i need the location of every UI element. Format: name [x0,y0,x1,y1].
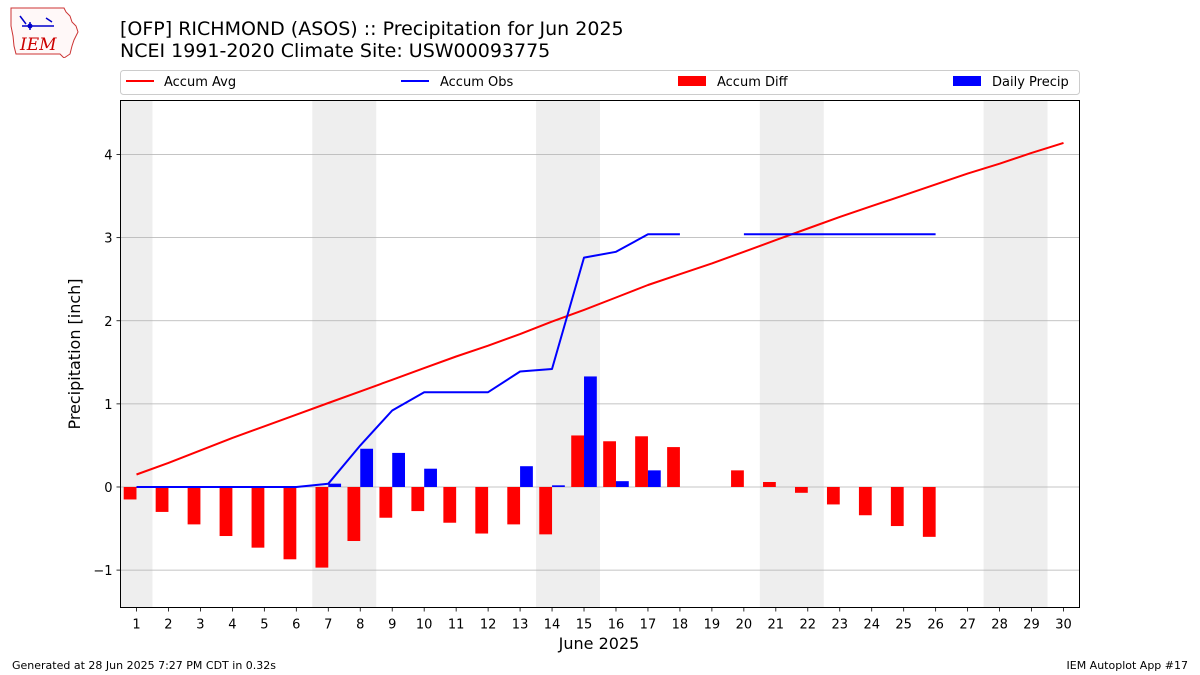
legend-label-daily-precip: Daily Precip [992,75,1069,90]
legend-label-accum-obs: Accum Obs [440,75,513,90]
accum-diff-bar [635,436,648,487]
daily-precip-bar [392,452,406,487]
accum-diff-bar [667,447,680,487]
x-tick-label: 23 [831,618,848,633]
x-tick-label: 22 [800,618,817,633]
x-tick-label: 20 [736,618,753,633]
accum-diff-bar [890,486,904,527]
accum-diff-bar [571,435,585,487]
y-tick-label: 3 [104,232,112,247]
chart-title: [OFP] RICHMOND (ASOS) :: Precipitation f… [120,18,624,40]
legend-swatch-accum-diff [678,76,706,86]
accum-diff-bar [475,486,489,534]
daily-precip-bar [424,468,437,487]
x-axis-label: June 2025 [558,634,640,653]
accum-diff-bar [794,486,808,493]
x-tick-label: 26 [927,618,944,633]
y-tick-label: 0 [104,481,112,496]
x-tick-label: 6 [292,618,300,633]
legend-swatch-daily-precip [953,76,981,86]
x-tick-label: 11 [448,618,465,633]
y-tick-label: 4 [104,149,112,164]
station-dot-icon [27,23,33,29]
x-tick-label: 18 [672,618,689,633]
x-tick-label: 9 [388,618,396,633]
chart-legend: Accum Avg Accum Obs Accum Diff Daily Pre… [120,70,1080,95]
daily-precip-bar [615,481,629,487]
daily-precip-bar [647,470,661,487]
accum-obs-line [136,233,680,488]
x-tick-label: 1 [132,618,140,633]
legend-label-accum-diff: Accum Diff [717,75,789,90]
y-tick-label: 2 [104,315,112,330]
x-tick-label: 8 [356,618,364,633]
daily-precip-bar [552,485,565,487]
accum-diff-bar [251,486,265,548]
accum-diff-bar [411,486,425,512]
legend-label-accum-avg: Accum Avg [164,75,236,90]
accum-diff-bar [123,486,137,500]
x-tick-label: 29 [1023,618,1040,633]
legend-box [120,70,1080,95]
x-tick-label: 15 [576,618,593,633]
accum-diff-bar [315,486,329,568]
x-tick-label: 28 [991,618,1008,633]
daily-precip-bar [360,448,374,487]
x-tick-label: 5 [260,618,268,633]
footer-generated: Generated at 28 Jun 2025 7:27 PM CDT in … [12,659,277,672]
daily-precip-bar [520,466,533,487]
x-tick-label: 3 [196,618,204,633]
x-tick-label: 10 [416,618,433,633]
x-tick-label: 24 [863,618,880,633]
x-tick-label: 17 [640,618,657,633]
iem-logo: IEM [10,7,79,58]
accum-diff-bar [763,481,776,487]
x-tick-label: 25 [895,618,912,633]
x-tick-label: 30 [1055,618,1072,633]
plot-frame [120,100,1080,608]
daily-precip-bar [584,376,597,487]
x-tick-label: 12 [480,618,497,633]
x-tick-label: 4 [228,618,236,633]
accum-diff-bar [539,486,553,535]
accum-diff-bar [922,486,936,537]
accum-diff-bar [443,486,457,523]
y-tick-label: 1 [104,398,112,413]
accum-diff-bar [379,486,393,518]
x-tick-label: 19 [704,618,721,633]
x-tick-label: 14 [544,618,561,633]
x-tick-label: 7 [324,618,332,633]
x-tick-label: 16 [608,618,625,633]
accum-diff-bar [603,441,616,487]
x-tick-label: 2 [164,618,172,633]
iowa-state-outline [10,7,79,58]
logo-text: IEM [19,35,57,55]
accum-diff-bar [347,486,361,542]
x-tick-label: 21 [768,618,785,633]
weekend-shade-4 [759,100,824,608]
y-tick-label: −1 [93,564,112,579]
accum-avg-line [136,141,1064,476]
accum-diff-bar [731,470,744,487]
accum-diff-bar [858,486,872,516]
accum-diff-bar [507,486,521,525]
accum-diff-bar [219,486,233,537]
weekend-shade-1 [120,100,153,608]
chart-subtitle: NCEI 1991-2020 Climate Site: USW00093775 [120,40,551,62]
accum-diff-bar [283,486,297,560]
footer-app: IEM Autoplot App #17 [1066,659,1189,672]
y-axis-label: Precipitation [inch] [65,278,84,429]
accum-diff-bar [187,486,201,525]
accum-diff-bar [155,486,169,512]
daily-precip-bar [328,483,342,487]
weekend-shade-5 [983,100,1048,608]
x-tick-label: 13 [512,618,529,633]
x-tick-label: 27 [959,618,976,633]
accum-diff-bar [826,486,840,505]
